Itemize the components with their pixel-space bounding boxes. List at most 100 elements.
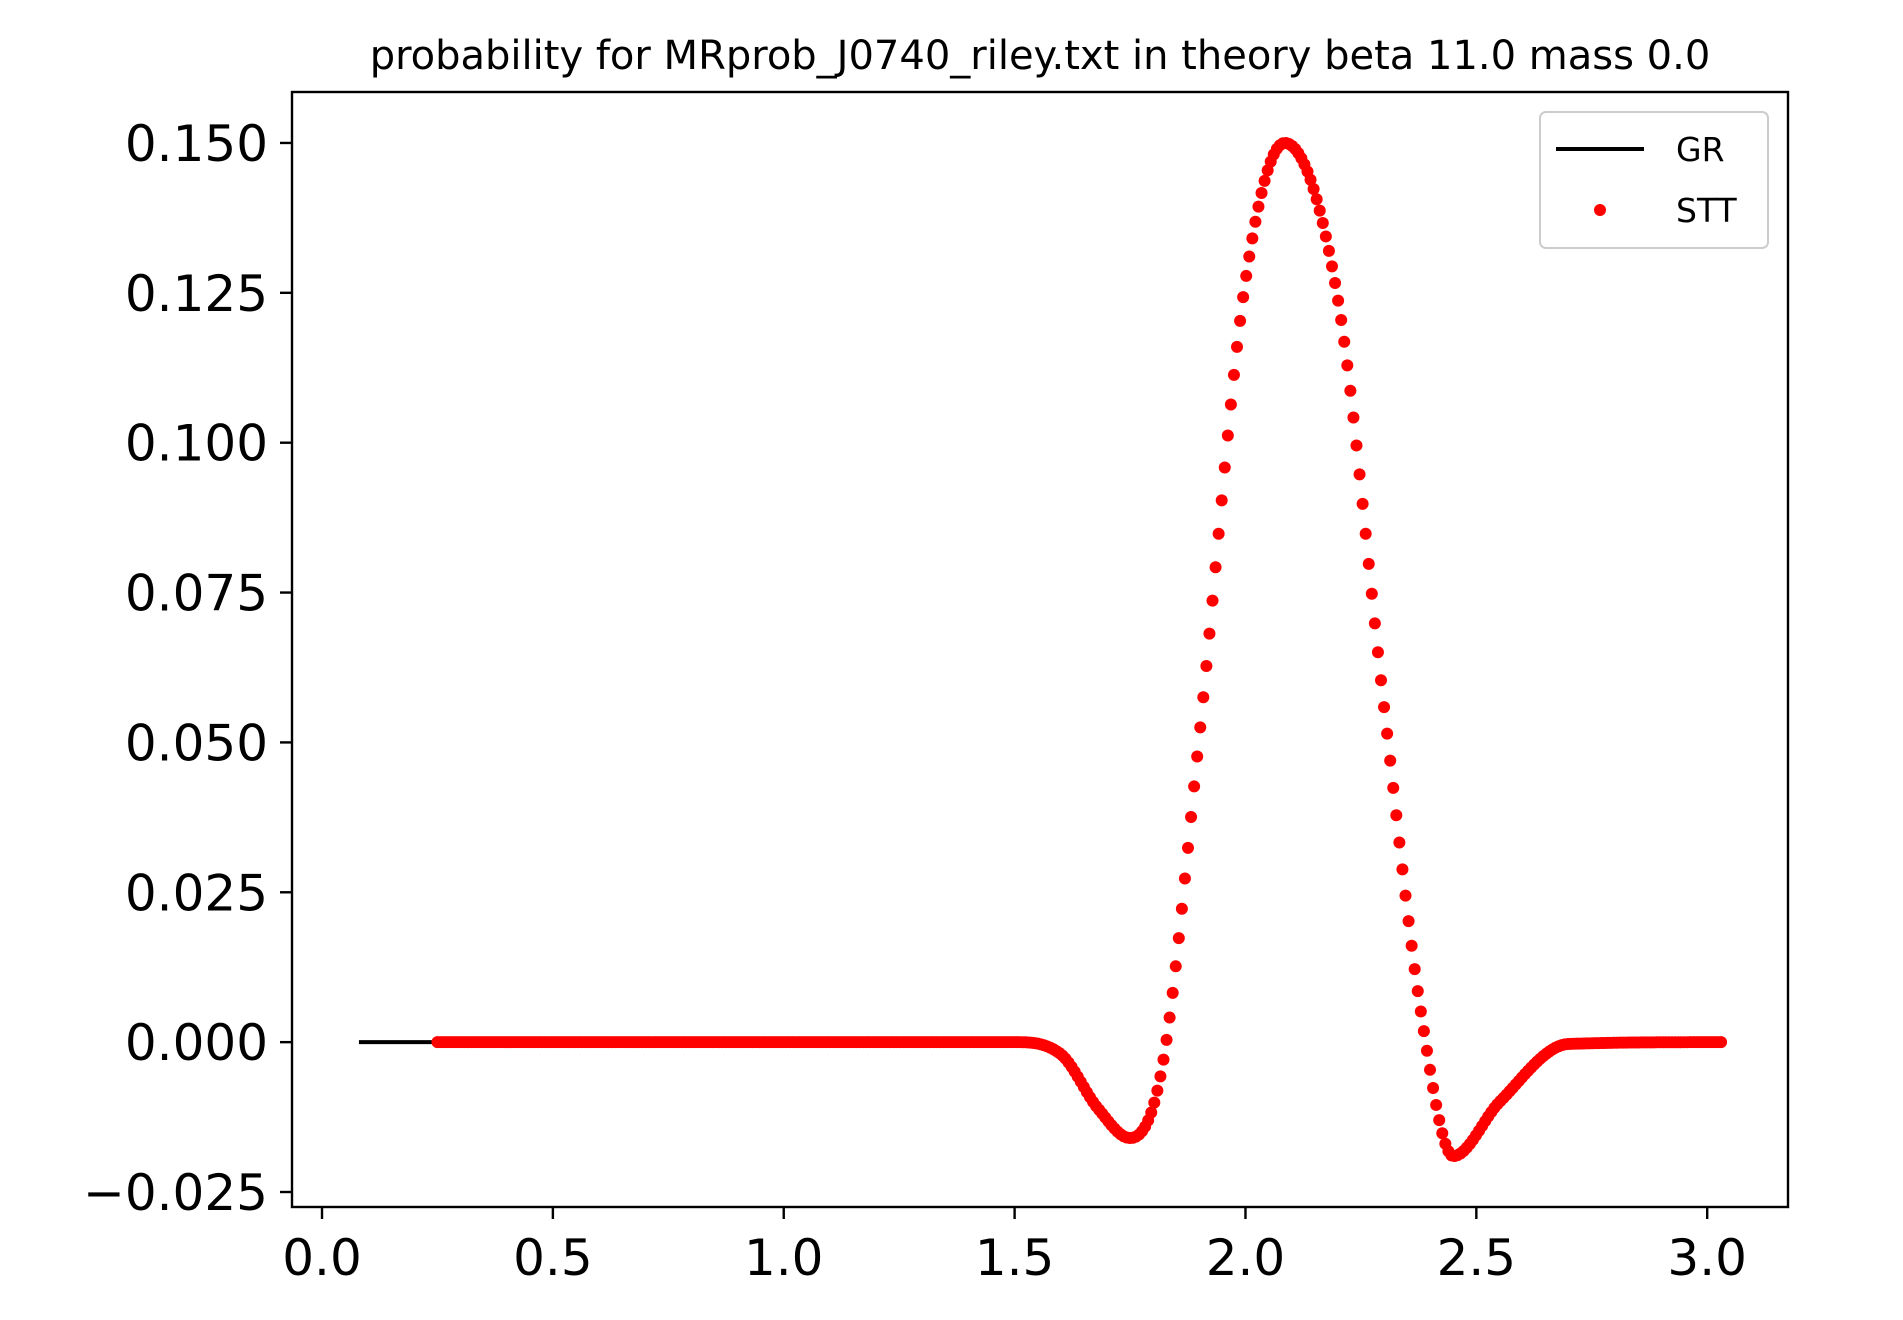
stt-point — [1206, 594, 1219, 607]
stt-point — [1194, 721, 1207, 734]
y-tick-label: 0.025 — [125, 864, 268, 922]
stt-point — [1255, 186, 1268, 199]
legend: GR STT — [1539, 111, 1769, 249]
y-tick-label: 0.000 — [125, 1014, 268, 1072]
stt-point — [1316, 217, 1329, 230]
stt-point — [1240, 269, 1253, 282]
stt-point — [1390, 809, 1403, 822]
stt-point — [1381, 727, 1394, 740]
stt-point — [1224, 398, 1237, 411]
stt-point — [1151, 1084, 1164, 1097]
stt-point — [1209, 561, 1222, 574]
stt-point — [1436, 1127, 1449, 1140]
stt-point — [1411, 985, 1424, 998]
stt-point — [1200, 659, 1213, 672]
stt-point — [1368, 617, 1381, 630]
plot-area — [292, 92, 1788, 1207]
stt-point — [1188, 780, 1201, 793]
stt-point — [1215, 494, 1228, 507]
stt-point — [1322, 244, 1335, 257]
stt-point — [1405, 939, 1418, 952]
y-tick-label: 0.150 — [125, 115, 268, 173]
y-tick-label: 0.100 — [125, 415, 268, 473]
chart-title: probability for MRprob_J0740_riley.txt i… — [370, 33, 1711, 79]
stt-series — [431, 137, 1728, 1162]
stt-point — [1319, 230, 1332, 243]
x-tick-label: 0.0 — [282, 1229, 362, 1287]
stt-point — [1338, 335, 1351, 348]
y-tick-label: 0.050 — [125, 714, 268, 772]
stt-point — [1197, 691, 1210, 704]
x-tick-label: 1.0 — [744, 1229, 824, 1287]
stt-point — [1378, 701, 1391, 714]
stt-point — [1424, 1063, 1437, 1076]
stt-point — [1414, 1005, 1427, 1018]
stt-point — [1350, 439, 1363, 452]
stt-point — [1347, 411, 1360, 424]
stt-point — [1356, 497, 1369, 510]
stt-point — [1203, 627, 1216, 640]
stt-point — [1243, 250, 1256, 263]
stt-point — [1417, 1025, 1430, 1038]
stt-point — [1329, 276, 1342, 289]
stt-point — [1393, 836, 1406, 849]
stt-point — [1307, 183, 1320, 196]
stt-point — [1359, 527, 1372, 540]
stt-point — [1325, 260, 1338, 273]
stt-point — [1427, 1082, 1440, 1095]
stt-point — [1344, 384, 1357, 397]
y-tick-label: −0.025 — [83, 1164, 268, 1222]
x-tick-label: 2.0 — [1206, 1229, 1286, 1287]
stt-point — [1182, 841, 1195, 854]
stt-point — [1304, 173, 1317, 186]
stt-point — [1234, 314, 1247, 327]
stt-point — [1145, 1106, 1158, 1119]
stt-point — [1175, 902, 1188, 915]
stt-point — [1221, 429, 1234, 442]
y-tick-label: 0.125 — [125, 265, 268, 323]
stt-point — [1169, 960, 1182, 973]
stt-point — [1157, 1053, 1170, 1066]
stt-point — [1362, 557, 1375, 570]
stt-point — [1172, 932, 1185, 945]
stt-point — [1212, 527, 1225, 540]
stt-point — [1420, 1044, 1433, 1057]
stt-point — [1715, 1036, 1728, 1049]
stt-point — [1332, 294, 1345, 307]
stt-point — [1408, 963, 1421, 976]
stt-point — [1163, 1011, 1176, 1024]
axes-frame — [290, 90, 1790, 1209]
stt-point — [1430, 1098, 1443, 1111]
stt-point — [1365, 587, 1378, 600]
stt-point — [1433, 1114, 1446, 1127]
stt-point — [1246, 232, 1259, 245]
stt-point — [1231, 340, 1244, 353]
stt-point — [1249, 215, 1262, 228]
stt-point — [1227, 368, 1240, 381]
stt-point — [1335, 314, 1348, 327]
x-tick-label: 1.5 — [975, 1229, 1055, 1287]
stt-point — [1371, 646, 1384, 659]
stt-point — [1396, 863, 1409, 876]
stt-point — [1252, 200, 1265, 213]
y-axis: −0.025 0.000 0.025 0.050 0.075 0.100 0.125 0.15… — [83, 115, 292, 1222]
legend-stt-label: STT — [1676, 191, 1738, 230]
stt-point — [1399, 889, 1412, 902]
stt-point — [1166, 986, 1179, 999]
stt-point — [1384, 754, 1397, 767]
stt-point — [1160, 1033, 1173, 1046]
stt-point — [1237, 291, 1250, 304]
stt-point — [1218, 461, 1231, 474]
x-tick-label: 3.0 — [1667, 1229, 1747, 1287]
x-tick-label: 0.5 — [513, 1229, 593, 1287]
stt-point — [1185, 811, 1198, 824]
stt-point — [1353, 468, 1366, 481]
stt-point — [1148, 1096, 1161, 1109]
stt-point — [1178, 872, 1191, 885]
stt-point — [1375, 674, 1388, 687]
stt-point — [1154, 1070, 1167, 1083]
stt-point — [1258, 174, 1271, 187]
stt-point — [1402, 915, 1415, 928]
legend-gr-label: GR — [1676, 130, 1725, 169]
